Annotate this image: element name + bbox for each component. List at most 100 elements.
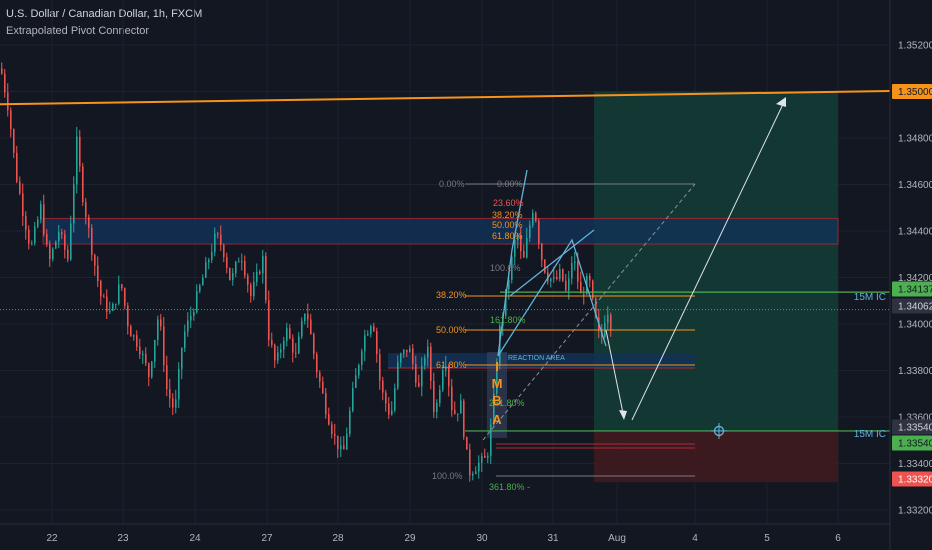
symbol-title[interactable]: U.S. Dollar / Canadian Dollar, 1h, FXCM [6,8,203,20]
candle [475,466,477,475]
candle [106,289,108,319]
candle-body [118,284,120,304]
candle-body [157,319,159,340]
candle [337,435,339,458]
price-tag-value: 1.33320 [898,475,932,486]
candle [244,255,246,279]
candle [331,421,333,439]
candle [328,407,330,426]
candle-body [133,335,135,337]
candle-body [121,284,123,289]
y-tick-label: 1.34600 [898,180,932,191]
candle [172,393,174,415]
price-tag-bg [892,419,932,435]
fib-label: 38.20% [492,210,523,220]
candle-body [241,261,243,263]
candle-body [451,386,453,411]
candle [70,215,72,261]
candle [355,367,357,389]
candle [385,389,387,412]
candle [304,313,306,325]
candle-body [385,392,387,404]
candle [55,240,57,250]
candle [97,256,99,288]
candle-body [382,380,384,393]
candle-body [460,400,462,414]
swing-line-pattern [497,238,607,357]
candle [439,384,441,407]
candle [436,399,438,419]
candle [1,62,3,75]
candle-body [61,232,63,235]
candle-body [364,335,366,352]
candle-body [316,354,318,373]
candle [193,308,195,321]
price-tag-bg [892,435,932,451]
candle-body [115,303,117,305]
candle-body [595,298,597,318]
candle [370,324,372,338]
candle [379,348,381,390]
candle [325,387,327,419]
fib-label: 0.00% [439,179,465,189]
candle [10,107,12,138]
candle-body [421,365,423,387]
fib-label: 38.20% [436,290,467,300]
candle [151,360,153,379]
candle-body [292,338,294,353]
candle [136,330,138,352]
candle [247,273,249,293]
price-tag-value: 1.33540 [898,423,932,434]
projection-up-arrowhead [776,97,786,107]
candle-body [94,254,96,266]
candle [127,302,129,335]
candle-body [274,344,276,361]
candle-body [415,364,417,383]
candle-body [607,314,609,323]
imba-letter: M [492,376,503,391]
candle [58,224,60,249]
candle [148,362,150,387]
candle-body [466,436,468,450]
candle-body [535,213,537,222]
drawings-layer [0,90,891,477]
candle-body [574,261,576,264]
candle-body [442,370,444,390]
y-tick-label: 1.35200 [898,41,932,52]
candle [202,274,204,286]
candle [271,332,273,348]
candle [205,256,207,278]
candle [526,227,528,259]
imba-letter: I [495,359,499,374]
price-tag-bg [892,281,932,297]
fib-label: 261.80% [489,398,525,408]
y-tick-label: 1.34200 [898,273,932,284]
candle-body [79,136,81,167]
candle [571,256,573,285]
y-tick-label: 1.33600 [898,413,932,424]
candle-body [379,354,381,381]
candle-body [238,261,240,263]
indicator-name[interactable]: Extrapolated Pivot Connector [6,25,150,37]
imba-letter: B [492,393,501,408]
candle-body [334,433,336,436]
candle-body [481,456,483,463]
candle-body [322,381,324,394]
candle [112,302,114,312]
candle-body [358,364,360,376]
candle [250,282,252,303]
candle-body [139,346,141,355]
candle [214,227,216,257]
candle-body [136,335,138,347]
candle [358,363,360,379]
imba-letter: A [492,412,502,427]
candle [565,273,567,293]
candle-body [400,353,402,363]
candle [514,234,516,266]
price-tag-value: 1.34062 [898,302,932,313]
candle [346,427,348,451]
candle-body [406,349,408,353]
candle-body [514,240,516,257]
x-tick-label: 30 [476,533,488,544]
